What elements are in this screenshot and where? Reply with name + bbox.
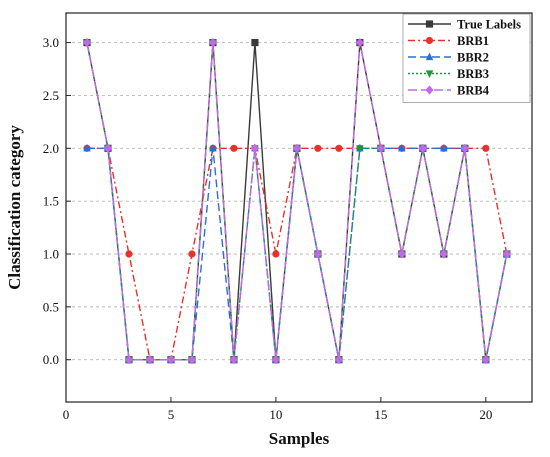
x-tick-label: 20 [479, 407, 492, 422]
x-tick-label: 10 [269, 407, 282, 422]
data-point [272, 250, 280, 258]
legend-marker [425, 36, 434, 45]
x-axis-ticks: 0 5 10 15 20 [63, 397, 492, 422]
data-point [376, 143, 385, 153]
legend-label: BBR2 [457, 50, 489, 64]
data-point [314, 144, 322, 152]
data-point [145, 355, 155, 365]
legend-label: BRB3 [457, 67, 489, 81]
legend-label: BRB1 [457, 34, 489, 48]
data-point [187, 355, 197, 365]
data-point [418, 143, 427, 153]
data-point [439, 249, 448, 259]
plot-frame [65, 12, 533, 403]
data-point [335, 144, 343, 152]
y-axis-title: Classification category [5, 125, 24, 290]
series-layer [82, 38, 511, 365]
data-point [440, 143, 448, 152]
data-point [460, 143, 469, 153]
y-tick-label: 0.5 [43, 299, 59, 314]
y-tick-label: 2.0 [43, 141, 59, 156]
data-point [334, 355, 343, 365]
x-tick-label: 0 [63, 407, 70, 422]
legend-marker [425, 85, 434, 95]
x-axis-title: Samples [269, 429, 330, 448]
legend-box [402, 13, 531, 103]
data-point [502, 249, 511, 259]
data-point [209, 143, 217, 152]
y-axis-ticks: 0.0 0.5 1.0 1.5 2.0 2.5 3.0 [43, 35, 71, 367]
legend-label: BRB4 [457, 83, 490, 97]
y-tick-label: 3.0 [43, 35, 59, 50]
data-point [188, 250, 196, 258]
legend: True Labels BRB1 BBR2 BRB3 BRB4 [402, 13, 531, 103]
data-point [103, 143, 113, 153]
data-point [229, 355, 239, 365]
data-point [356, 145, 364, 153]
data-point [251, 38, 259, 47]
data-point [313, 249, 322, 259]
x-tick-label: 5 [168, 407, 175, 422]
data-point [271, 355, 281, 365]
data-point [250, 143, 260, 153]
y-tick-label: 1.0 [43, 247, 59, 262]
data-point [355, 38, 364, 48]
data-point [292, 143, 302, 153]
x-tick-label: 15 [374, 407, 387, 422]
data-point [83, 143, 91, 152]
data-point [166, 355, 176, 365]
y-tick-label: 0.0 [43, 352, 59, 367]
series-brb4 [82, 38, 511, 365]
data-point [482, 144, 490, 152]
legend-marker [425, 70, 434, 78]
legend-marker [425, 52, 434, 61]
data-point [230, 144, 238, 152]
data-point [208, 38, 218, 48]
data-point [124, 355, 134, 365]
data-point [481, 355, 490, 365]
data-point [82, 38, 92, 48]
y-tick-label: 1.5 [43, 194, 59, 209]
legend-marker [425, 20, 434, 28]
y-tick-label: 2.5 [43, 88, 59, 103]
data-point [398, 143, 406, 152]
data-point [125, 250, 133, 258]
legend-label: True Labels [457, 17, 521, 31]
data-point [397, 249, 406, 259]
